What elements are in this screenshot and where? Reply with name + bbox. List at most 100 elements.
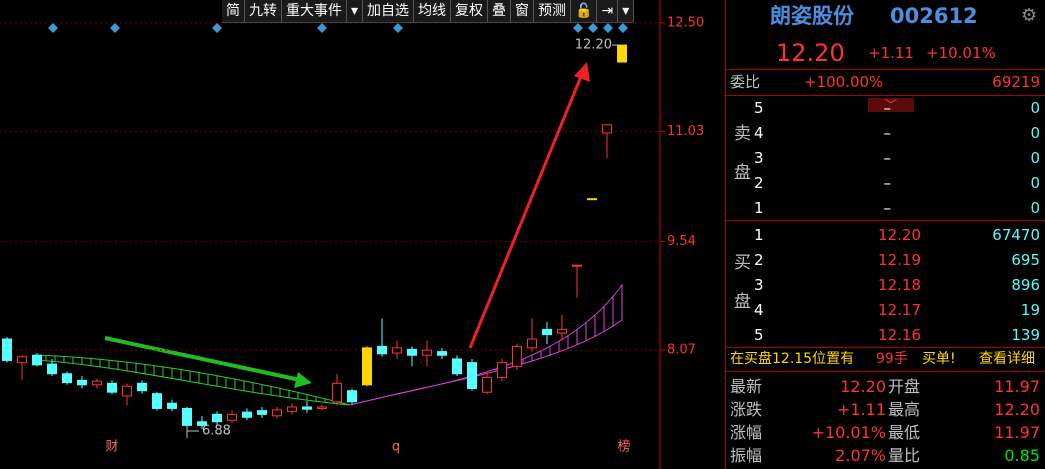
toolbar-button[interactable]: 均线 bbox=[414, 0, 452, 22]
change-pct: +10.01% bbox=[926, 44, 996, 62]
buy-label: 买盘 bbox=[730, 253, 750, 331]
candle-body bbox=[452, 358, 462, 375]
candle-body bbox=[242, 411, 252, 418]
level: 4 bbox=[754, 124, 764, 142]
order-row: 5 12.16 139 bbox=[726, 323, 1045, 348]
low-label: 6.88 bbox=[202, 423, 231, 438]
event-marker: 财 bbox=[105, 440, 118, 455]
candle-body bbox=[407, 348, 417, 356]
notice-link[interactable]: 查看详细 bbox=[979, 351, 1035, 367]
order-row: 1 12.20 67470 bbox=[726, 223, 1045, 248]
level: 3 bbox=[754, 149, 764, 167]
level: 1 bbox=[754, 199, 764, 217]
level-price: – bbox=[883, 199, 892, 217]
level: 2 bbox=[754, 174, 764, 192]
toolbar-button[interactable]: 加自选 bbox=[363, 0, 415, 22]
candle-body bbox=[557, 328, 567, 334]
order-row: 2 12.19 695 bbox=[726, 248, 1045, 273]
candle-body bbox=[227, 413, 237, 421]
stats-row: 振幅 2.07% 量比 0.85 bbox=[726, 444, 1045, 467]
candle-body bbox=[287, 406, 297, 412]
candle-body bbox=[302, 406, 312, 410]
candle-body bbox=[257, 410, 267, 415]
candle-body bbox=[92, 380, 102, 386]
candle-body bbox=[332, 382, 342, 403]
toolbar-button[interactable]: 窗 bbox=[511, 0, 535, 22]
level-volume: 67470 bbox=[992, 226, 1040, 244]
dropdown[interactable]: ▾ bbox=[347, 0, 364, 22]
level-price: 12.16 bbox=[878, 326, 921, 344]
candle-body bbox=[617, 44, 627, 63]
change: +1.11 bbox=[868, 44, 914, 62]
candle-body bbox=[122, 385, 132, 397]
candle-body bbox=[272, 409, 282, 417]
y-tick-label: 9.54 bbox=[667, 234, 696, 249]
red-arrowhead bbox=[574, 62, 590, 82]
toolbar: 简九转 重大事件 ▾ 加自选 均线 复权叠窗预测 🔓 ⇥ ▾ bbox=[222, 0, 635, 23]
toolbar-icon[interactable]: ⇥ bbox=[597, 0, 619, 22]
notice-qty: 99手 bbox=[876, 351, 908, 367]
stat-label: 振幅 bbox=[730, 446, 763, 465]
collapse[interactable]: ﹀ bbox=[868, 98, 914, 112]
order-row: 4 12.17 19 bbox=[726, 298, 1045, 323]
green-arrowhead bbox=[294, 372, 312, 388]
toolbar-button[interactable]: 九转 bbox=[245, 0, 282, 22]
order-row: 3 12.18 896 bbox=[726, 273, 1045, 298]
level-volume: 0 bbox=[1030, 174, 1040, 192]
stock-name: 朗姿股份 bbox=[770, 4, 854, 28]
candle-body bbox=[317, 406, 327, 409]
toolbar-icon[interactable]: ▾ bbox=[618, 0, 635, 22]
candle-body bbox=[422, 349, 432, 356]
level: 5 bbox=[754, 99, 764, 117]
level-price: – bbox=[883, 99, 892, 117]
candle-body bbox=[467, 362, 477, 389]
candle-body bbox=[572, 264, 582, 267]
stat-value: 0.85 bbox=[1004, 446, 1040, 465]
diff: 69219 bbox=[992, 73, 1040, 91]
toolbar-button[interactable]: 简 bbox=[222, 0, 245, 22]
y-tick-label: 8.07 bbox=[667, 343, 696, 358]
stat-label: 最新 bbox=[730, 377, 763, 396]
level-volume: 896 bbox=[1011, 276, 1040, 294]
candle-body bbox=[17, 356, 27, 364]
event-diamonds bbox=[48, 23, 628, 33]
candle-body bbox=[212, 413, 222, 423]
stat-label: 涨幅 bbox=[730, 423, 763, 442]
candle-body bbox=[527, 338, 537, 349]
toolbar-button[interactable]: 预测 bbox=[534, 0, 572, 22]
toolbar-button[interactable]: 重大事件 bbox=[282, 0, 347, 22]
price: 12.20 bbox=[776, 39, 845, 67]
candle-body bbox=[482, 376, 492, 393]
candle-body bbox=[437, 351, 447, 356]
toolbar-button[interactable]: 叠 bbox=[488, 0, 512, 22]
red-arrow bbox=[468, 73, 584, 349]
level-price: 12.19 bbox=[878, 251, 921, 269]
settings[interactable]: ⚙ bbox=[1021, 5, 1038, 26]
level-volume: 0 bbox=[1030, 199, 1040, 217]
candle-body bbox=[32, 354, 42, 366]
stat-label: 量比 bbox=[888, 446, 921, 465]
stat-label: 涨跌 bbox=[730, 400, 763, 419]
candle-body bbox=[197, 421, 207, 426]
toolbar-button[interactable]: 复权 bbox=[451, 0, 489, 22]
candle-body bbox=[362, 347, 372, 386]
ratio: +100.00% bbox=[804, 73, 884, 91]
high-label: 12.20 bbox=[575, 38, 612, 53]
stock-code: 002612 bbox=[890, 4, 978, 28]
event-marker: q bbox=[392, 440, 400, 455]
notice-text: 在买盘12.15位置有 bbox=[730, 351, 855, 367]
buy-box: 买盘 1 12.20 67470 2 12.19 695 3 12.18 896 4 12.17 19… bbox=[726, 220, 1045, 347]
stat-value: +1.11 bbox=[836, 400, 886, 419]
candle-body bbox=[377, 345, 387, 355]
level-price: – bbox=[883, 174, 892, 192]
level-volume: 139 bbox=[1011, 326, 1040, 344]
stats: 最新 12.20 开盘 11.97 涨跌 +1.11 最高 12.20 涨幅 +10.01% 最低 1… bbox=[726, 371, 1045, 469]
order-row: 4 – 0 bbox=[726, 121, 1045, 146]
candle-body bbox=[587, 198, 597, 201]
title-row: 朗姿股份 002612 ⚙ bbox=[726, 2, 1045, 30]
quote-panel: 朗姿股份 002612 ⚙ 12.20 +1.11 +10.01% 委比 +10… bbox=[725, 0, 1045, 469]
stat-label: 开盘 bbox=[888, 377, 921, 396]
candle-body bbox=[497, 362, 507, 378]
toolbar-icon[interactable]: 🔓 bbox=[571, 0, 598, 22]
notice-row: 在买盘12.15位置有 99手 买单! 查看详细 bbox=[726, 347, 1045, 371]
